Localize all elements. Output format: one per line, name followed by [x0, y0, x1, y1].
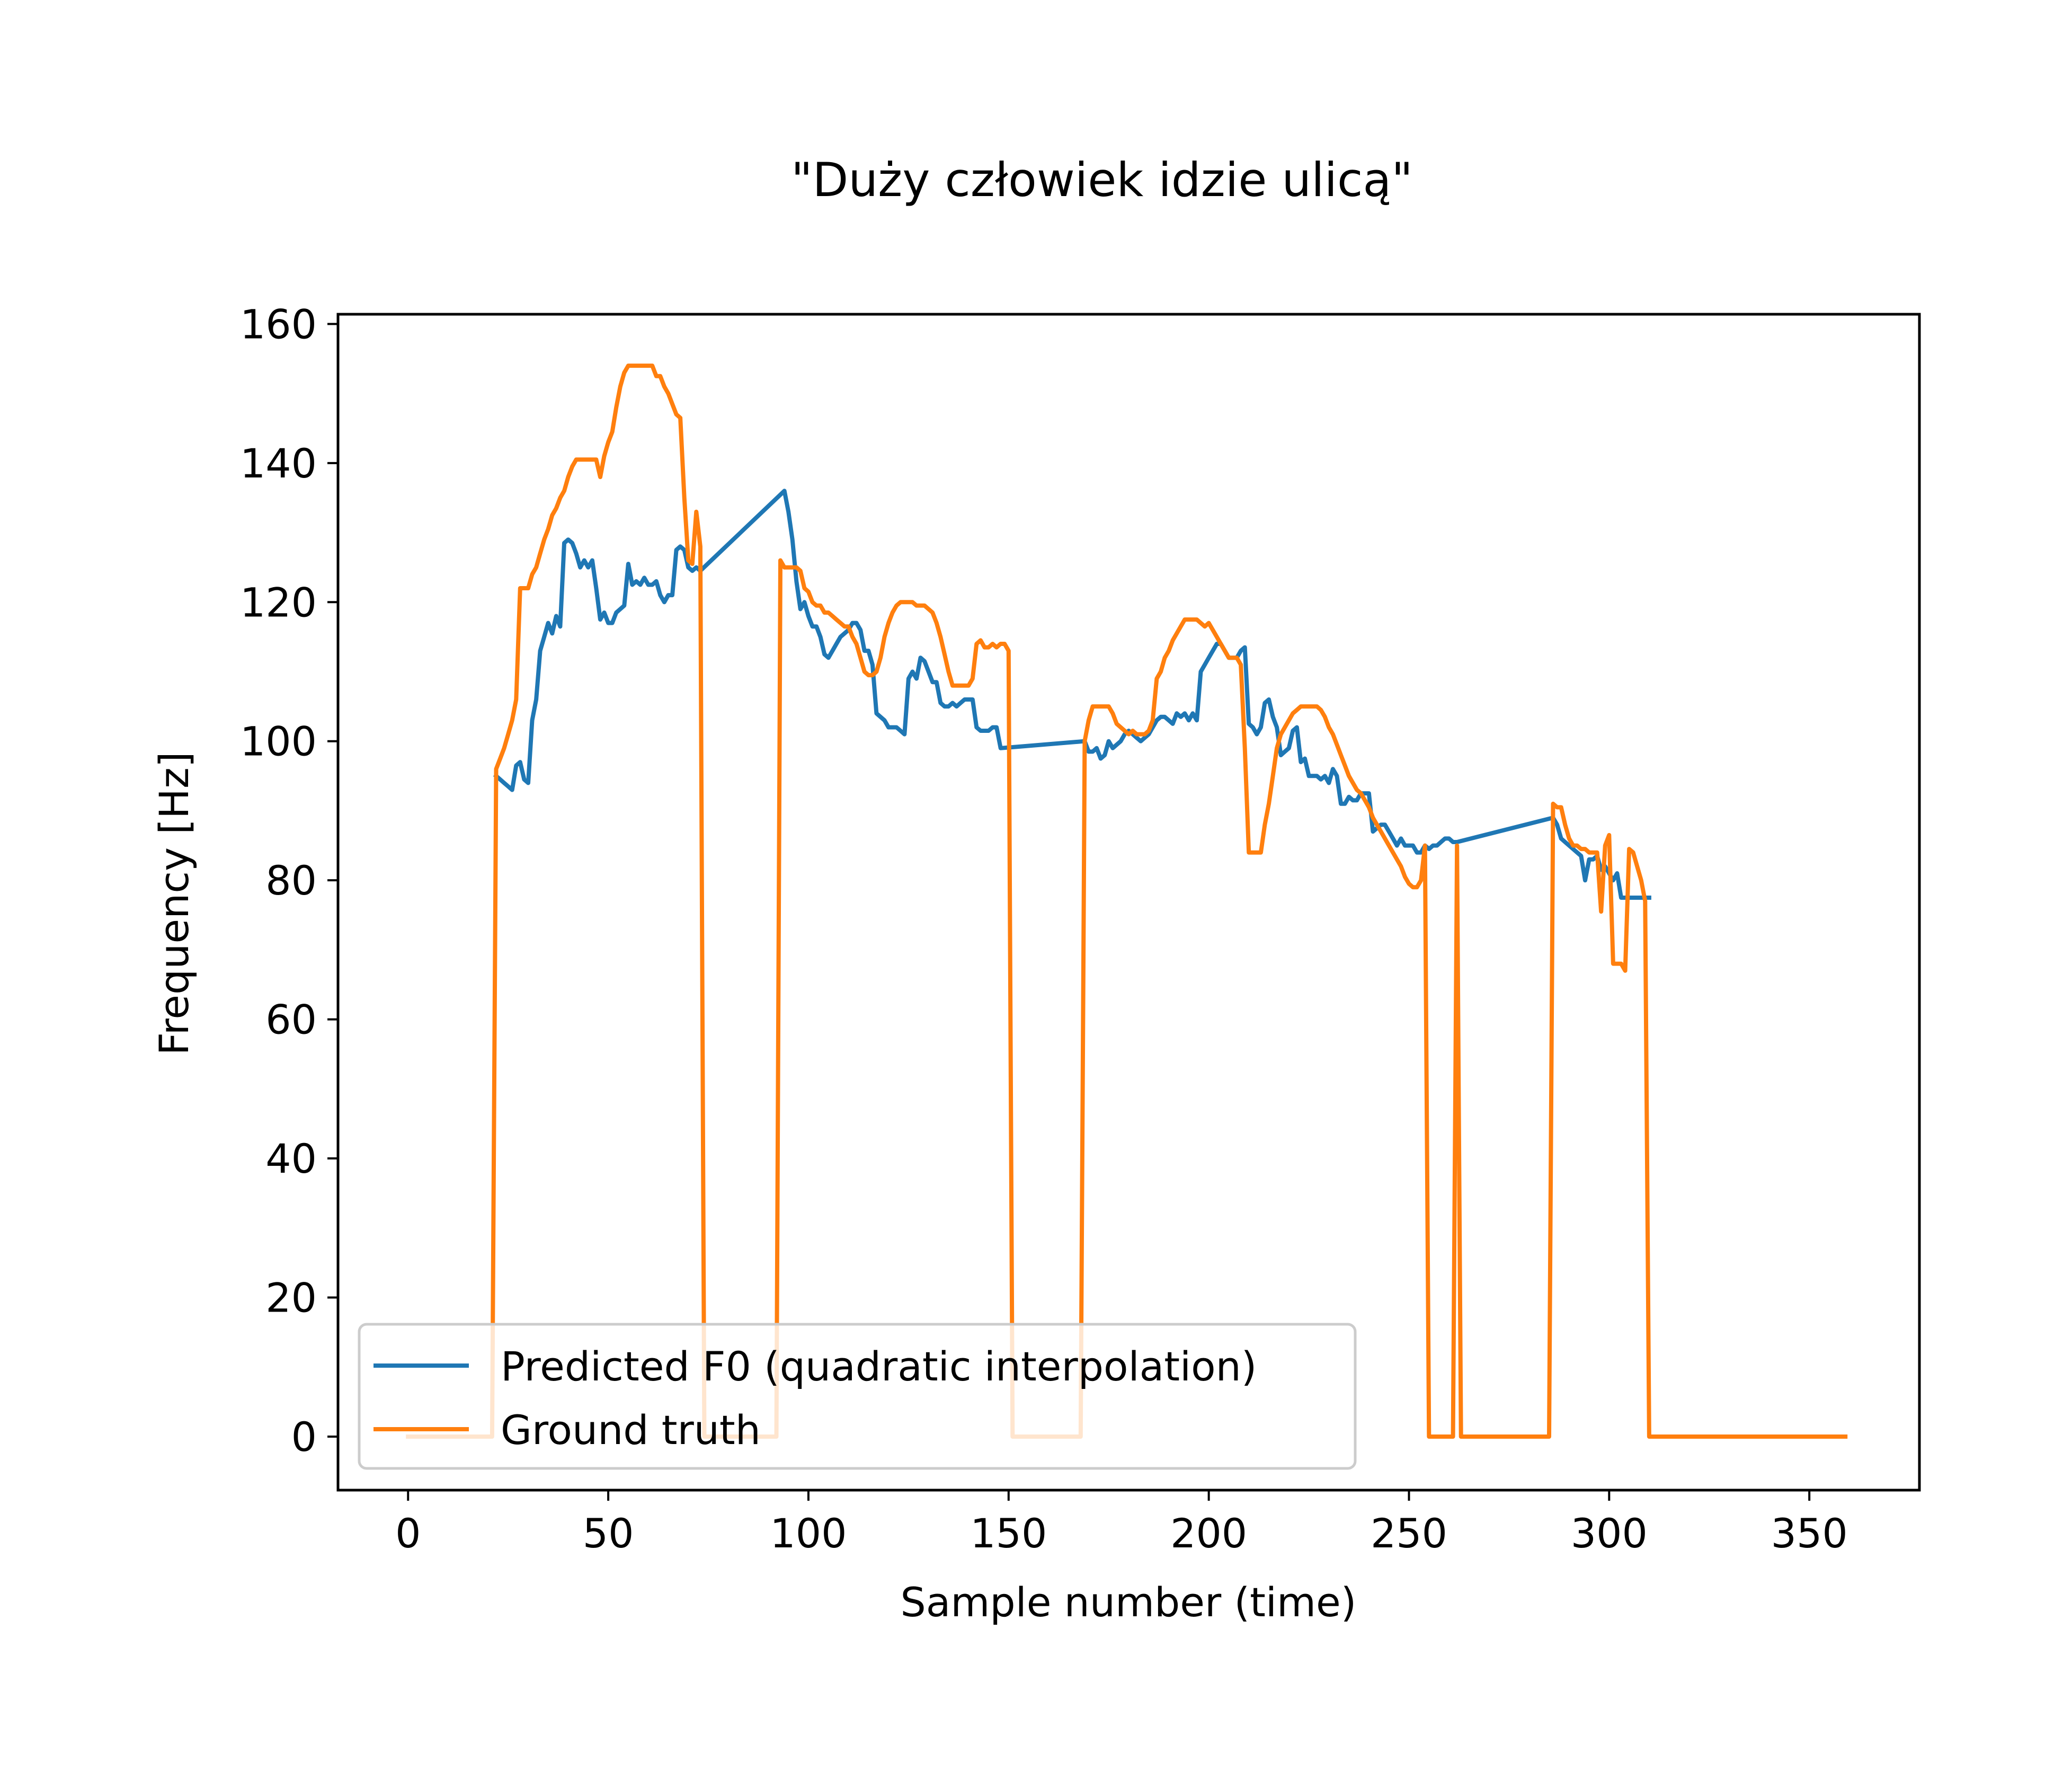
- y-tick-label: 40: [265, 1135, 317, 1182]
- x-tick-label: 200: [1170, 1510, 1247, 1557]
- y-tick-label: 60: [265, 996, 317, 1043]
- x-tick-label: 150: [970, 1510, 1047, 1557]
- series-line-1: [406, 364, 1848, 1439]
- x-tick-label: 300: [1571, 1510, 1648, 1557]
- legend-box: [358, 1323, 1357, 1470]
- x-axis-label: Sample number (time): [901, 1579, 1357, 1626]
- series-layer: [406, 364, 1848, 1439]
- x-tick-label: 250: [1371, 1510, 1447, 1557]
- x-tick-label: 100: [770, 1510, 847, 1557]
- y-tick-label: 80: [265, 857, 317, 904]
- y-axis-label: Frequency [Hz]: [150, 751, 198, 1055]
- y-tick-label: 100: [240, 718, 317, 765]
- axes-frame: [336, 313, 1921, 1492]
- legend-label-predicted: Predicted F0 (quadratic interpolation): [501, 1343, 1257, 1390]
- chart-title: "Duży człowiek idzie ulicą": [791, 153, 1413, 207]
- y-tick-label: 120: [240, 579, 317, 626]
- plot-area: [336, 313, 1921, 1492]
- y-tick-label: 140: [240, 440, 317, 487]
- legend: Predicted F0 (quadratic interpolation) G…: [358, 1323, 1357, 1470]
- series-line-0: [493, 489, 1651, 900]
- y-tick-label: 0: [291, 1413, 317, 1460]
- y-axis: 0 20 40 60 80 100 120 140 160: [240, 300, 338, 1460]
- legend-label-ground-truth: Ground truth: [501, 1406, 761, 1454]
- y-tick-label: 160: [240, 300, 317, 348]
- y-tick-label: 20: [265, 1274, 317, 1322]
- x-tick-label: 350: [1771, 1510, 1848, 1557]
- x-tick-label: 50: [583, 1510, 634, 1557]
- plot-background: [338, 314, 1919, 1490]
- x-axis: 0 50 100 150 200 250 300 350: [395, 1490, 1848, 1557]
- x-tick-label: 0: [395, 1510, 421, 1557]
